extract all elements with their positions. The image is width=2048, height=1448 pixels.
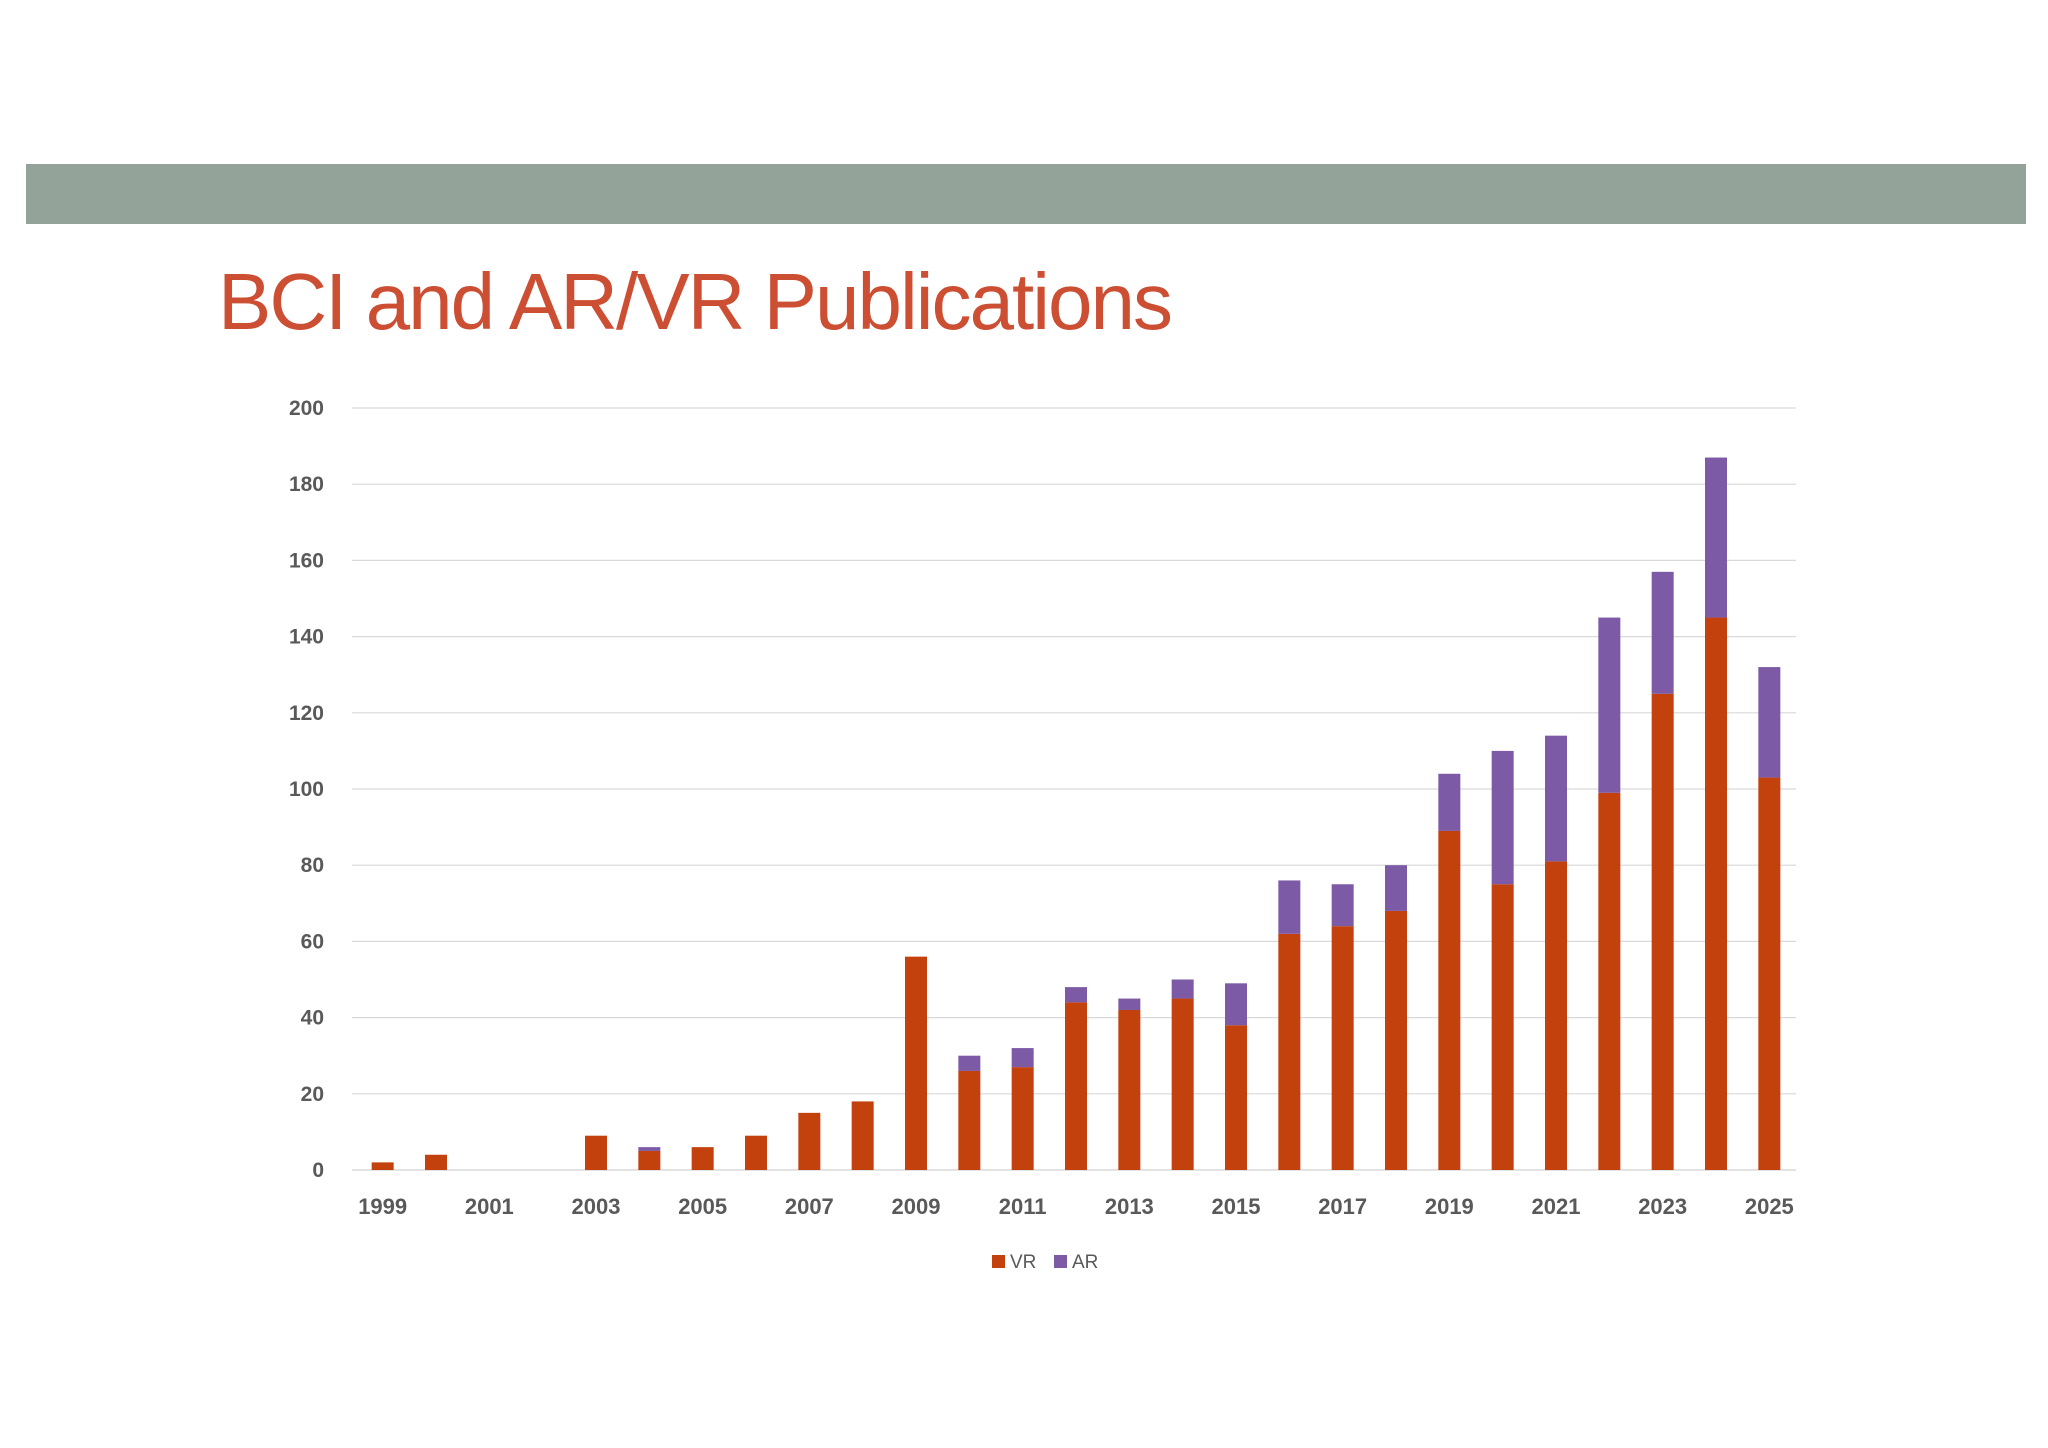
bar-vr-2014 — [1171, 998, 1194, 1170]
y-tick-label: 60 — [301, 930, 324, 953]
legend-label-vr: VR — [1010, 1252, 1036, 1273]
bar-vr-2000 — [425, 1154, 447, 1170]
bar-ar-2017 — [1331, 884, 1354, 927]
y-tick-label: 160 — [289, 549, 324, 572]
bar-vr-2023 — [1651, 693, 1674, 1170]
x-tick-label: 2017 — [1318, 1194, 1367, 1219]
bar-ar-2011 — [1011, 1048, 1034, 1068]
title-band — [26, 164, 2026, 224]
bar-vr-2006 — [745, 1135, 767, 1170]
legend: VR AR — [992, 1252, 1098, 1273]
bar-vr-2021 — [1545, 861, 1567, 1170]
bar-vr-2016 — [1278, 933, 1301, 1170]
legend-swatch-vr — [992, 1255, 1005, 1268]
x-tick-label: 2009 — [892, 1194, 941, 1219]
x-tick-label: 2011 — [999, 1194, 1047, 1219]
x-tick-label: 1999 — [358, 1194, 407, 1219]
bar-ar-2004 — [638, 1147, 661, 1151]
bar-vr-2013 — [1118, 1009, 1141, 1170]
y-tick-label: 200 — [289, 397, 324, 420]
x-tick-label: 2015 — [1212, 1194, 1261, 1219]
bar-vr-2010 — [958, 1070, 981, 1170]
bar-vr-2004 — [638, 1150, 661, 1170]
x-tick-label: 2001 — [465, 1194, 514, 1219]
bar-ar-2020 — [1491, 750, 1514, 885]
bar-vr-2015 — [1225, 1025, 1247, 1170]
bar-vr-2025 — [1758, 777, 1781, 1170]
y-tick-label: 20 — [301, 1083, 324, 1106]
bar-vr-2022 — [1598, 792, 1621, 1170]
bars — [371, 457, 1781, 1170]
legend-swatch-ar — [1054, 1255, 1067, 1268]
bar-vr-2003 — [585, 1135, 607, 1170]
x-tick-label: 2025 — [1745, 1194, 1794, 1219]
bar-vr-2024 — [1705, 617, 1727, 1170]
bar-ar-2018 — [1385, 865, 1407, 911]
bar-ar-2019 — [1438, 773, 1461, 831]
bar-ar-2013 — [1118, 998, 1141, 1010]
y-tick-label: 0 — [312, 1159, 324, 1182]
x-axis-ticks: 1999 2001 2003 2005 2007 2009 2011 2013 2015 2017… — [358, 1194, 1794, 1219]
x-tick-label: 2021 — [1532, 1194, 1581, 1219]
bar-ar-2014 — [1171, 979, 1194, 999]
y-tick-label: 40 — [301, 1007, 324, 1030]
y-tick-label: 140 — [289, 626, 324, 649]
y-tick-label: 120 — [289, 702, 324, 725]
bar-vr-2011 — [1011, 1067, 1034, 1170]
bar-vr-2018 — [1385, 910, 1407, 1170]
bar-vr-2017 — [1331, 926, 1354, 1170]
bar-ar-2016 — [1278, 880, 1301, 934]
x-tick-label: 2003 — [572, 1194, 621, 1219]
x-tick-label: 2019 — [1425, 1194, 1474, 1219]
y-tick-label: 180 — [289, 473, 324, 496]
bar-ar-2015 — [1225, 983, 1247, 1026]
bar-ar-2025 — [1758, 667, 1781, 778]
x-tick-label: 2013 — [1105, 1194, 1154, 1219]
bar-vr-2005 — [691, 1147, 714, 1170]
legend-label-ar: AR — [1072, 1252, 1098, 1273]
bar-vr-2009 — [905, 956, 927, 1170]
bar-vr-2020 — [1491, 884, 1514, 1170]
bar-vr-2012 — [1065, 1002, 1087, 1170]
bar-ar-2022 — [1598, 617, 1621, 793]
bar-vr-2007 — [798, 1112, 821, 1170]
bar-vr-2008 — [851, 1101, 874, 1170]
x-tick-label: 2023 — [1638, 1194, 1687, 1219]
x-tick-label: 2005 — [678, 1194, 727, 1219]
bar-ar-2012 — [1065, 987, 1087, 1003]
bar-ar-2023 — [1651, 571, 1674, 694]
bar-ar-2010 — [958, 1055, 981, 1071]
x-tick-label: 2007 — [785, 1194, 834, 1219]
bar-ar-2024 — [1705, 457, 1727, 618]
y-tick-label: 100 — [289, 778, 324, 801]
y-axis-ticks: 0 20 40 60 80 100 120 140 160 180 200 — [289, 397, 324, 1182]
slide-title: BCI and AR/VR Publications — [218, 257, 1173, 346]
bar-ar-2021 — [1545, 735, 1567, 862]
y-tick-label: 80 — [301, 854, 324, 877]
bar-vr-1999 — [371, 1162, 394, 1170]
bar-vr-2019 — [1438, 830, 1461, 1170]
